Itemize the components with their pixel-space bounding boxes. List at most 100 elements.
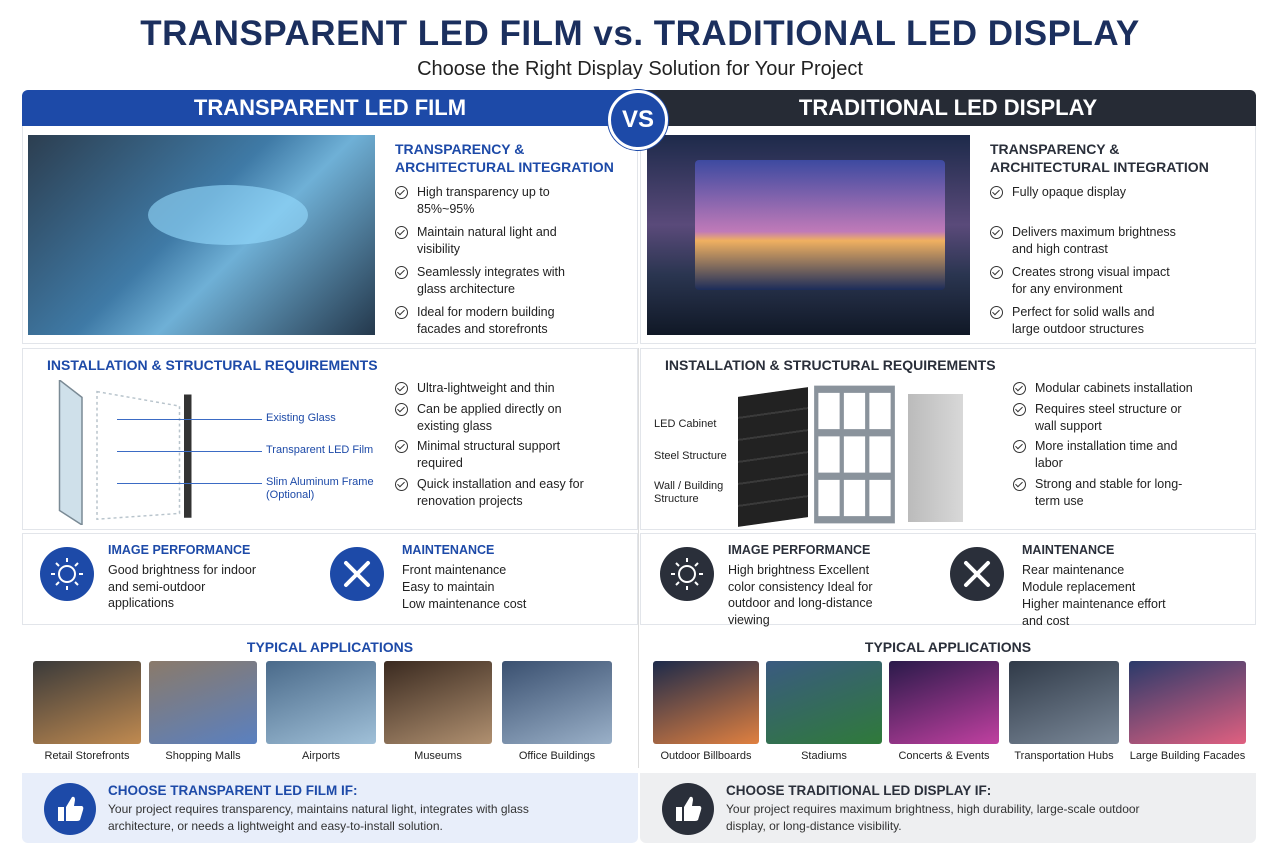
application-photo xyxy=(653,661,759,744)
application-label: Outdoor Billboards xyxy=(660,750,752,762)
list-item: Delivers maximum brightness and high con… xyxy=(1012,225,1176,256)
list-item: More installation time and labor xyxy=(1035,439,1178,470)
check-icon xyxy=(395,186,408,199)
connector xyxy=(117,451,262,452)
application-label: Airports xyxy=(302,750,340,762)
diagram-label: Wall / Building Structure xyxy=(654,480,724,505)
application-photo xyxy=(1129,661,1246,744)
choose-text: Your project requires transparency, main… xyxy=(108,802,529,833)
list-item: Seamlessly integrates with glass archite… xyxy=(417,265,565,296)
section-title: INSTALLATION & STRUCTURAL REQUIREMENTS xyxy=(665,357,996,373)
list-item: Strong and stable for long-term use xyxy=(1035,477,1183,508)
application-label: Shopping Malls xyxy=(165,750,241,762)
application-photo xyxy=(266,661,376,744)
check-icon xyxy=(990,186,1003,199)
icon xyxy=(40,547,94,601)
icon xyxy=(950,547,1004,601)
cabinet xyxy=(738,387,808,527)
choose-title: CHOOSE TRADITIONAL LED DISPLAY IF: xyxy=(726,783,992,798)
subtitle: Choose the Right Display Solution for Yo… xyxy=(417,58,863,80)
thumb-icon xyxy=(44,783,96,835)
list-item: Ideal for modern building facades and st… xyxy=(417,305,555,336)
block-text: Good brightness for indoor and semi-outd… xyxy=(108,563,257,610)
panel xyxy=(640,533,1256,625)
icon xyxy=(660,547,714,601)
glass-diagram xyxy=(52,378,202,527)
application-label: Transportation Hubs xyxy=(1014,750,1114,762)
wall xyxy=(908,394,963,522)
check-icon xyxy=(1013,403,1026,416)
title: TRANSPARENT LED FILM vs. TRADITIONAL LED… xyxy=(140,14,1140,53)
steel-frame xyxy=(812,382,897,527)
choose-box xyxy=(640,773,1256,843)
list-item: Maintain natural light and visibility xyxy=(417,225,557,256)
block-line: Module replacement xyxy=(1022,580,1136,594)
list-item: High transparency up to 85%~95% xyxy=(417,185,550,216)
list-item: Modular cabinets installation xyxy=(1035,381,1193,395)
choose-box xyxy=(22,773,638,843)
list-item: Perfect for solid walls and large outdoo… xyxy=(1012,305,1155,336)
block-title: IMAGE PERFORMANCE xyxy=(728,543,871,557)
block-title: IMAGE PERFORMANCE xyxy=(108,543,251,557)
block-text: High brightness Excellent color consiste… xyxy=(728,563,873,627)
check-icon xyxy=(1013,382,1026,395)
application-photo xyxy=(766,661,882,744)
panel xyxy=(640,126,1256,344)
section-title: TRANSPARENCY & ARCHITECTURAL INTEGRATION xyxy=(990,141,1209,175)
section-title: TYPICAL APPLICATIONS xyxy=(864,639,1032,655)
application-photo xyxy=(384,661,492,744)
application-photo xyxy=(889,661,999,744)
diagram-label: LED Cabinet xyxy=(654,418,717,430)
whale xyxy=(148,185,308,245)
connector xyxy=(117,483,262,484)
check-icon xyxy=(1013,478,1026,491)
panel xyxy=(640,348,1256,530)
screen xyxy=(695,160,945,290)
block-line: Rear maintenance xyxy=(1022,563,1125,577)
application-label: Large Building Facades xyxy=(1129,750,1246,762)
diagram-label: Steel Structure xyxy=(654,450,727,462)
section-title: INSTALLATION & STRUCTURAL REQUIREMENTS xyxy=(47,357,378,373)
check-icon xyxy=(395,440,408,453)
check-icon xyxy=(990,226,1003,239)
section-title: TRANSPARENCY & ARCHITECTURAL INTEGRATION xyxy=(395,141,614,175)
check-icon xyxy=(990,306,1003,319)
application-label: Stadiums xyxy=(801,750,847,762)
diagram-label: Existing Glass xyxy=(266,412,336,424)
application-label: Office Buildings xyxy=(518,750,596,762)
block-line: Higher maintenance effort and cost xyxy=(1022,597,1166,628)
application-label: Retail Storefronts xyxy=(44,750,130,762)
application-label: Concerts & Events xyxy=(898,750,990,762)
list-item: Requires steel structure or wall support xyxy=(1035,402,1182,433)
application-label: Museums xyxy=(414,750,462,762)
check-icon xyxy=(395,266,408,279)
panel xyxy=(22,348,638,530)
choose-text: Your project requires maximum brightness… xyxy=(726,802,1140,833)
diagram-label: Slim Aluminum Frame (Optional) xyxy=(266,476,374,501)
panel xyxy=(22,126,638,344)
block-title: MAINTENANCE xyxy=(1022,543,1115,557)
vs-badge: VS xyxy=(608,90,668,150)
choose-title: CHOOSE TRANSPARENT LED FILM IF: xyxy=(108,783,358,798)
header-bar: TRANSPARENT LED FILM xyxy=(22,90,638,126)
check-icon xyxy=(395,306,408,319)
divider xyxy=(638,348,639,768)
application-photo xyxy=(502,661,612,744)
section-title: TYPICAL APPLICATIONS xyxy=(246,639,414,655)
icon xyxy=(330,547,384,601)
application-photo xyxy=(1009,661,1119,744)
diagram-label: Transparent LED Film xyxy=(266,444,374,456)
list-item: Ultra-lightweight and thin xyxy=(417,381,555,395)
check-icon xyxy=(395,382,408,395)
list-item: Can be applied directly on existing glas… xyxy=(417,402,562,433)
list-item: Minimal structural support required xyxy=(417,439,561,470)
check-icon xyxy=(395,226,408,239)
block-title: MAINTENANCE xyxy=(402,543,495,557)
application-photo xyxy=(33,661,141,744)
panel xyxy=(22,533,638,625)
list-item: Fully opaque display xyxy=(1012,185,1126,199)
check-icon xyxy=(395,478,408,491)
check-icon xyxy=(395,403,408,416)
block-line: Front maintenance xyxy=(402,563,507,577)
